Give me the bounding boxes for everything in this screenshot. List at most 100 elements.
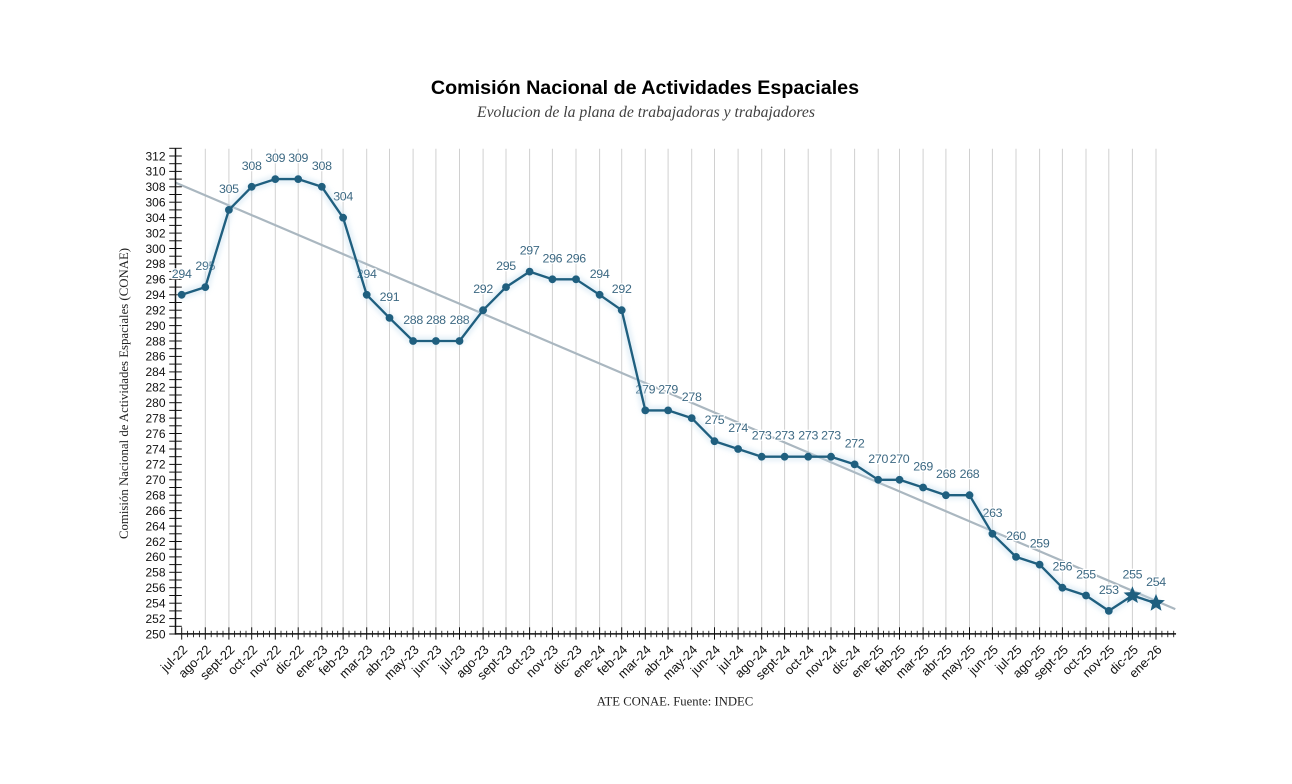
svg-text:292: 292 [612, 282, 632, 296]
svg-text:296: 296 [566, 251, 586, 265]
svg-text:272: 272 [145, 458, 165, 472]
svg-text:256: 256 [1053, 560, 1073, 574]
svg-text:288: 288 [450, 313, 470, 327]
svg-text:304: 304 [145, 211, 165, 225]
svg-text:263: 263 [983, 506, 1003, 520]
svg-text:280: 280 [145, 396, 165, 410]
svg-text:294: 294 [590, 267, 610, 281]
svg-text:275: 275 [705, 413, 725, 427]
svg-text:256: 256 [1053, 560, 1073, 574]
svg-text:ATE CONAE. Fuente: INDEC: ATE CONAE. Fuente: INDEC [597, 695, 753, 709]
svg-text:279: 279 [658, 382, 678, 396]
svg-text:288: 288 [145, 334, 165, 348]
svg-text:250: 250 [145, 627, 165, 641]
svg-text:291: 291 [380, 290, 400, 304]
svg-text:270: 270 [890, 452, 910, 466]
svg-text:269: 269 [913, 460, 933, 474]
svg-text:305: 305 [219, 182, 239, 196]
svg-text:292: 292 [473, 282, 493, 296]
svg-text:308: 308 [242, 159, 262, 173]
svg-text:273: 273 [752, 429, 772, 443]
svg-text:308: 308 [312, 159, 332, 173]
svg-text:278: 278 [145, 411, 165, 425]
svg-text:273: 273 [821, 429, 841, 443]
svg-text:297: 297 [520, 244, 540, 258]
svg-text:256: 256 [145, 581, 165, 595]
svg-text:310: 310 [145, 165, 165, 179]
svg-text:269: 269 [913, 460, 933, 474]
svg-text:304: 304 [333, 190, 353, 204]
svg-text:288: 288 [403, 313, 423, 327]
svg-text:279: 279 [658, 382, 678, 396]
svg-text:304: 304 [333, 190, 353, 204]
svg-text:288: 288 [403, 313, 423, 327]
svg-text:294: 294 [590, 267, 610, 281]
svg-text:274: 274 [145, 442, 165, 456]
svg-text:273: 273 [821, 429, 841, 443]
svg-text:254: 254 [1146, 575, 1166, 589]
svg-text:298: 298 [145, 257, 165, 271]
svg-text:273: 273 [775, 429, 795, 443]
svg-text:254: 254 [1146, 575, 1166, 589]
svg-text:272: 272 [845, 436, 865, 450]
svg-text:273: 273 [775, 429, 795, 443]
svg-text:264: 264 [145, 519, 165, 533]
svg-text:300: 300 [145, 242, 165, 256]
svg-text:292: 292 [612, 282, 632, 296]
svg-text:Evolucion de la plana de traba: Evolucion de la plana de trabajadoras y … [476, 104, 815, 121]
svg-text:288: 288 [426, 313, 446, 327]
svg-text:309: 309 [265, 151, 285, 165]
svg-text:306: 306 [145, 196, 165, 210]
svg-text:297: 297 [520, 244, 540, 258]
svg-text:308: 308 [242, 159, 262, 173]
svg-text:292: 292 [145, 304, 165, 318]
svg-text:259: 259 [1030, 537, 1050, 551]
svg-text:273: 273 [752, 429, 772, 443]
svg-text:266: 266 [145, 504, 165, 518]
svg-text:268: 268 [960, 467, 980, 481]
svg-text:309: 309 [288, 151, 308, 165]
svg-text:268: 268 [936, 467, 956, 481]
svg-text:302: 302 [145, 226, 165, 240]
svg-text:253: 253 [1099, 583, 1119, 597]
svg-text:291: 291 [380, 290, 400, 304]
svg-text:273: 273 [798, 429, 818, 443]
svg-text:309: 309 [288, 151, 308, 165]
svg-text:294: 294 [172, 267, 192, 281]
svg-text:270: 270 [890, 452, 910, 466]
svg-text:255: 255 [1123, 568, 1143, 582]
svg-text:274: 274 [728, 421, 748, 435]
svg-text:252: 252 [145, 612, 165, 626]
svg-text:272: 272 [845, 436, 865, 450]
svg-text:275: 275 [705, 413, 725, 427]
svg-text:254: 254 [145, 597, 165, 611]
svg-text:268: 268 [960, 467, 980, 481]
svg-text:290: 290 [145, 319, 165, 333]
svg-text:309: 309 [265, 151, 285, 165]
svg-text:288: 288 [426, 313, 446, 327]
svg-text:255: 255 [1076, 568, 1096, 582]
svg-text:255: 255 [1076, 568, 1096, 582]
svg-text:270: 270 [868, 452, 888, 466]
svg-text:296: 296 [543, 251, 563, 265]
svg-text:294: 294 [172, 267, 192, 281]
svg-text:Comisión Nacional de Actividad: Comisión Nacional de Actividades Espacia… [431, 77, 859, 99]
svg-text:296: 296 [145, 273, 165, 287]
svg-text:260: 260 [145, 550, 165, 564]
svg-text:258: 258 [145, 566, 165, 580]
svg-text:312: 312 [145, 149, 165, 163]
svg-text:259: 259 [1030, 537, 1050, 551]
svg-text:284: 284 [145, 365, 165, 379]
svg-text:Comisión Nacional de Actividad: Comisión Nacional de Actividades Espacia… [117, 248, 131, 539]
svg-text:305: 305 [219, 182, 239, 196]
svg-text:274: 274 [728, 421, 748, 435]
svg-text:295: 295 [496, 259, 516, 273]
svg-text:295: 295 [496, 259, 516, 273]
svg-text:255: 255 [1123, 568, 1143, 582]
svg-text:294: 294 [145, 288, 165, 302]
svg-text:292: 292 [473, 282, 493, 296]
svg-text:260: 260 [1006, 529, 1026, 543]
svg-text:296: 296 [543, 251, 563, 265]
svg-text:260: 260 [1006, 529, 1026, 543]
svg-text:268: 268 [936, 467, 956, 481]
